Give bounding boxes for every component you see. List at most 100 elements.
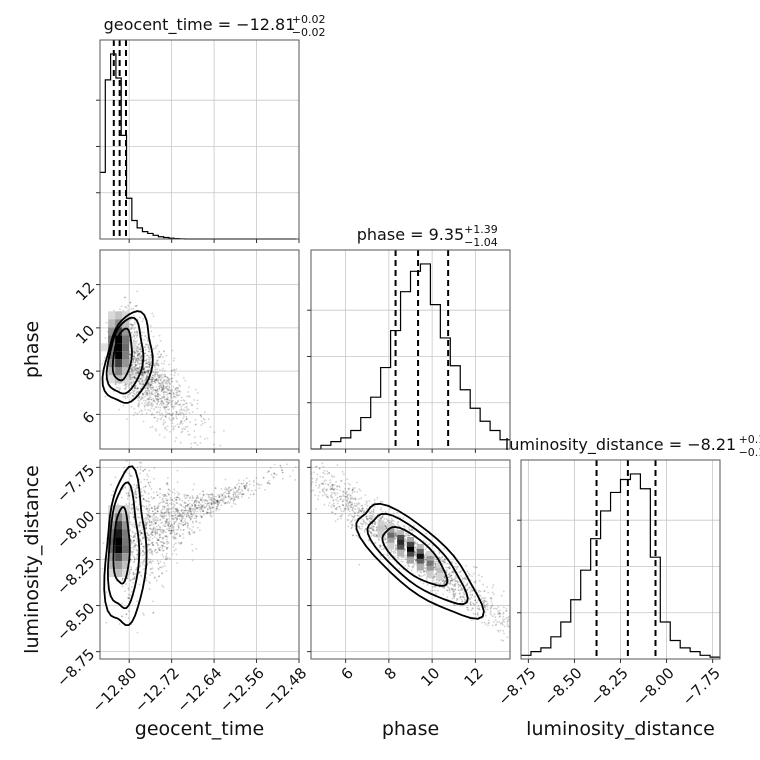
sample-point <box>330 487 333 490</box>
sample-point <box>142 366 145 369</box>
sample-point <box>193 504 196 506</box>
sample-point <box>193 436 196 439</box>
sample-point <box>125 460 128 462</box>
sample-point <box>148 378 151 381</box>
sample-point <box>234 492 237 495</box>
sample-point <box>134 366 137 369</box>
sample-point <box>178 512 181 514</box>
sample-point <box>517 618 519 620</box>
sample-point <box>207 508 209 511</box>
sample-point <box>199 442 202 444</box>
sample-point <box>179 385 181 388</box>
sample-point <box>213 431 216 434</box>
sample-point <box>553 663 555 665</box>
sample-point <box>163 495 166 498</box>
sample-point <box>329 481 332 484</box>
sample-point <box>158 374 161 377</box>
sample-point <box>214 502 216 505</box>
sample-point <box>139 365 141 368</box>
sample-point <box>139 346 142 349</box>
sample-point <box>154 507 156 510</box>
sample-point <box>355 502 358 505</box>
sample-point <box>127 587 130 590</box>
sample-point <box>160 400 163 403</box>
sample-point <box>149 527 152 530</box>
sample-point <box>351 525 354 527</box>
sample-point <box>368 520 371 523</box>
sample-point <box>157 539 160 541</box>
sample-point <box>166 546 169 549</box>
sample-point <box>154 533 157 536</box>
sample-point <box>143 368 145 371</box>
sample-point <box>150 398 153 401</box>
sample-point <box>151 405 154 407</box>
sample-point <box>372 534 375 536</box>
sample-point <box>147 371 150 374</box>
sample-point <box>478 579 481 582</box>
sample-point <box>276 438 278 440</box>
sample-point <box>479 595 482 597</box>
sample-point <box>313 471 315 474</box>
sample-point <box>176 481 179 484</box>
sample-point <box>374 515 376 518</box>
sample-point <box>132 379 135 382</box>
sample-point <box>347 504 350 507</box>
sample-point <box>136 486 139 489</box>
sample-point <box>348 500 351 503</box>
sample-point <box>201 422 204 425</box>
sample-point <box>138 395 141 397</box>
sample-point <box>175 553 178 556</box>
density-cell <box>115 553 123 562</box>
sample-point <box>128 494 131 497</box>
sample-point <box>201 506 203 509</box>
density-cell <box>115 561 123 570</box>
sample-point <box>170 393 173 396</box>
sample-point <box>130 541 133 543</box>
sample-point <box>157 371 160 374</box>
sample-point <box>138 343 140 345</box>
sample-point <box>232 493 235 496</box>
sample-point <box>176 423 179 426</box>
sample-point <box>144 520 147 522</box>
sample-point <box>351 501 354 504</box>
sample-point <box>164 522 167 524</box>
sample-point <box>419 575 421 578</box>
sample-point <box>123 384 126 387</box>
sample-point <box>140 531 143 534</box>
sample-point <box>245 482 248 485</box>
sample-point <box>143 370 146 373</box>
sample-point <box>163 507 166 510</box>
sample-point <box>142 370 145 373</box>
sample-point <box>331 504 334 506</box>
sample-point <box>164 546 166 548</box>
sample-point <box>139 572 141 574</box>
sample-point <box>199 435 202 438</box>
sample-point <box>145 505 148 507</box>
sample-point <box>221 499 224 502</box>
sample-point <box>209 511 212 514</box>
sample-point <box>161 521 164 524</box>
sample-point <box>379 500 382 503</box>
sample-point <box>353 505 356 507</box>
sample-point <box>159 488 161 491</box>
sample-point <box>162 515 164 518</box>
sample-point <box>134 490 137 493</box>
sample-point <box>405 532 407 535</box>
sample-point <box>361 509 364 512</box>
sample-point <box>408 565 411 568</box>
sample-point <box>366 519 369 521</box>
sample-point <box>148 543 151 546</box>
sample-point <box>462 596 464 598</box>
sample-point <box>139 564 141 567</box>
sample-point <box>229 497 232 500</box>
sample-point <box>371 516 374 519</box>
sample-point <box>149 524 151 527</box>
sample-point <box>414 540 417 543</box>
sample-point <box>415 542 418 545</box>
sample-point <box>502 639 505 642</box>
sample-point <box>151 377 154 379</box>
sample-point <box>218 501 221 504</box>
sample-point <box>366 504 369 507</box>
sample-point <box>188 533 191 535</box>
sample-point <box>347 503 350 505</box>
